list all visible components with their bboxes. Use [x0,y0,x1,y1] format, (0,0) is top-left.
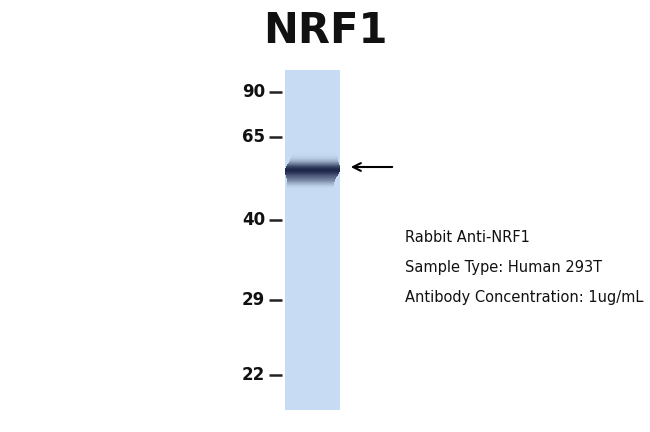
Bar [285,70,340,410]
Text: 40: 40 [242,211,265,229]
Text: Sample Type: Human 293T: Sample Type: Human 293T [405,260,602,275]
Text: 22: 22 [242,366,265,384]
Text: Antibody Concentration: 1ug/mL: Antibody Concentration: 1ug/mL [405,290,644,305]
Text: 29: 29 [242,291,265,309]
Text: Rabbit Anti-NRF1: Rabbit Anti-NRF1 [405,230,530,245]
Text: 90: 90 [242,83,265,101]
Text: 65: 65 [242,128,265,146]
Text: NRF1: NRF1 [263,10,387,52]
